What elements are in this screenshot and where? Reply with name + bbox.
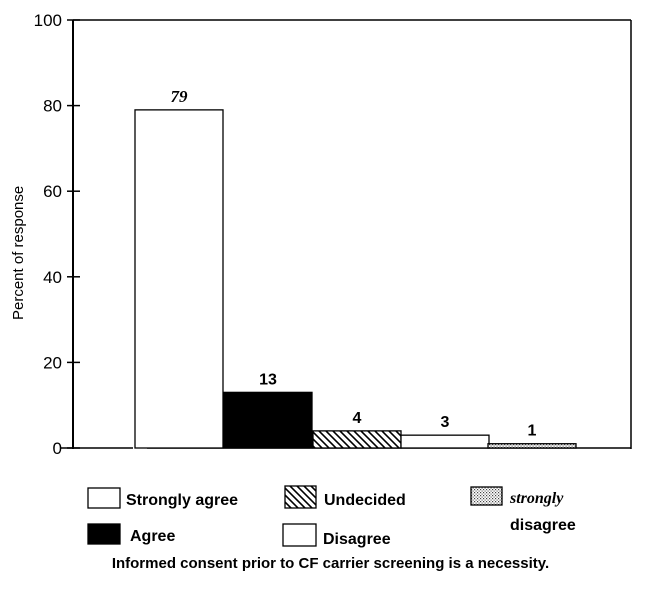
bar-value-label: 4	[353, 410, 362, 427]
y-tick-label: 0	[53, 439, 62, 458]
bar-strongly-disagree	[487, 443, 577, 449]
legend: Strongly agree Agree Undecided Disagree …	[87, 485, 576, 548]
y-tick-label: 80	[43, 97, 62, 116]
legend-swatch-strongly-agree	[87, 487, 121, 509]
legend-label-disagree: Disagree	[323, 531, 391, 548]
bar-value-label: 3	[441, 414, 450, 431]
y-tick-label: 60	[43, 182, 62, 201]
legend-label-undecided: Undecided	[324, 492, 406, 509]
bar-strongly-agree	[134, 109, 224, 449]
legend-label-strongly-disagree-1: strongly	[509, 490, 564, 507]
bar-undecided	[312, 430, 402, 449]
legend-label-strongly-disagree-2: disagree	[510, 517, 576, 534]
y-ticks: 0 20 40 60 80 100	[34, 11, 80, 458]
legend-label-strongly-agree: Strongly agree	[126, 492, 238, 509]
legend-swatch-disagree	[282, 523, 317, 547]
legend-swatch-agree	[87, 523, 121, 545]
chart-caption: Informed consent prior to CF carrier scr…	[111, 555, 550, 572]
bars	[134, 109, 577, 449]
y-axis-label: Percent of response	[10, 186, 27, 320]
legend-swatch-strongly-disagree	[470, 486, 503, 506]
bar-value-label: 1	[528, 423, 537, 440]
y-tick-label: 40	[43, 268, 62, 287]
bar-disagree	[400, 434, 490, 449]
bar-labels: 79 13 4 3 1	[171, 87, 537, 440]
legend-swatch-undecided	[284, 485, 317, 509]
legend-label-agree: Agree	[130, 528, 175, 545]
bar-value-label: 13	[259, 371, 277, 388]
bar-agree	[223, 391, 313, 449]
y-tick-label: 20	[43, 353, 62, 372]
y-tick-label: 100	[34, 11, 62, 30]
bar-value-label: 79	[171, 87, 189, 106]
